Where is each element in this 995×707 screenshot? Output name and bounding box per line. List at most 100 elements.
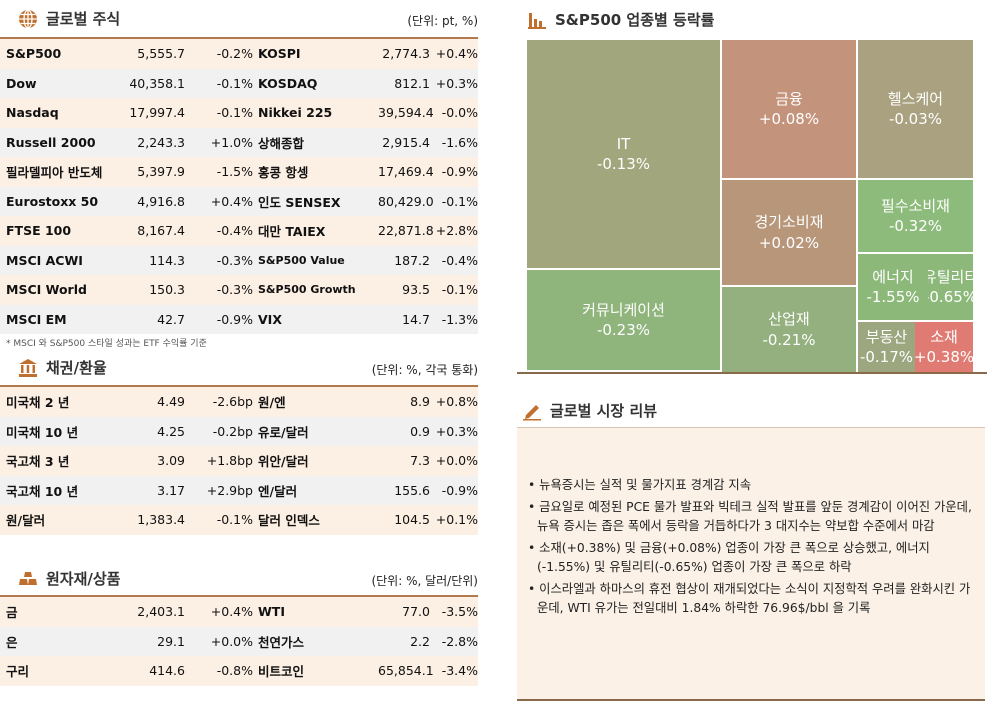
name-cell: KOSDAQ (258, 75, 318, 91)
name-cell: Nikkei 225 (258, 105, 333, 121)
value-cell: 2.2 (410, 633, 430, 649)
review-panel: 뉴욕증시는 실적 및 물가지표 경계감 지속금요일로 예정된 PCE 물가 발표… (517, 427, 985, 701)
value-cell: 1,383.4 (137, 512, 185, 528)
change-cell: +0.0% (435, 453, 478, 469)
stocks-table: S&P500 5,555.7 -0.2% KOSPI 2,774.3 +0.4% Dow 40… (0, 37, 478, 334)
name-cell: Eurostoxx 50 (6, 193, 99, 209)
bonds-title: 채권/환율 (46, 359, 107, 377)
table-row: 필라델피아 반도체 5,397.9 -1.5% 홍콩 항셍 17,469.4 -0.9% (0, 157, 478, 187)
pencil-icon (523, 404, 541, 420)
table-row: 국고채 10 년 3.17 +2.9bp 엔/달러 155.6 -0.9% (0, 475, 478, 505)
name-cell: 국고채 3 년 (6, 454, 70, 470)
change-cell: -2.8% (441, 633, 478, 649)
table-row: Eurostoxx 50 4,916.8 +0.4% 인도 SENSEX 80,429.… (0, 186, 478, 216)
table-row: S&P500 5,555.7 -0.2% KOSPI 2,774.3 +0.4% (0, 39, 478, 69)
commodities-table: 금 2,403.1 +0.4% WTI 77.0 -3.5% 은 29.1 +0.0% 천연가스 2… (0, 595, 478, 686)
treemap-cell: 헬스케어 -0.03% (858, 40, 973, 178)
treemap-cell: 부동산 -0.17% (858, 322, 915, 372)
change-cell: -3.5% (441, 604, 478, 620)
name-cell: 인도 SENSEX (258, 194, 341, 210)
value-cell: 29.1 (157, 633, 185, 649)
sector-name: IT (616, 134, 631, 153)
change-cell: -1.5% (216, 164, 253, 180)
change-cell: -0.3% (216, 252, 253, 268)
review-bullet: 이스라엘과 하마스의 휴전 협상이 재개되었다는 소식이 지정학적 우려를 완화… (527, 580, 975, 617)
change-cell: -0.9% (441, 482, 478, 498)
value-cell: 40,358.1 (129, 75, 185, 91)
value-cell: 2,774.3 (382, 46, 430, 62)
change-cell: +0.8% (435, 394, 478, 410)
value-cell: 80,429.0 (378, 193, 434, 209)
table-row: MSCI EM 42.7 -0.9% VIX 14.7 -1.3% (0, 304, 478, 334)
value-cell: 4.49 (157, 394, 185, 410)
value-cell: 114.3 (149, 252, 185, 268)
sector-name: 산업재 (768, 310, 810, 329)
name-cell: S&P500 Value (258, 253, 345, 267)
bank-icon (19, 358, 37, 377)
name-cell: MSCI EM (6, 311, 67, 327)
table-row: Dow 40,358.1 -0.1% KOSDAQ 812.1 +0.3% (0, 68, 478, 98)
change-cell: +1.0% (210, 134, 253, 150)
table-row: 은 29.1 +0.0% 천연가스 2.2 -2.8% (0, 626, 478, 656)
commodities-unit: (단위: %, 달러/단위) (371, 574, 478, 588)
sector-value: -0.23% (596, 321, 651, 339)
value-cell: 104.5 (394, 512, 430, 528)
change-cell: +1.8bp (206, 453, 253, 469)
change-cell: -0.1% (441, 193, 478, 209)
change-cell: -2.6bp (212, 394, 253, 410)
change-cell: -0.9% (441, 164, 478, 180)
commodities-header: 원자재/상품 (18, 568, 120, 589)
sector-value: -0.13% (596, 155, 651, 173)
name-cell: 대만 TAIEX (258, 224, 326, 240)
sector-value: +0.38% (915, 348, 973, 366)
name-cell: S&P500 Growth (258, 283, 356, 297)
change-cell: +0.4% (210, 604, 253, 620)
value-cell: 39,594.4 (378, 105, 434, 121)
gold-bars-icon (19, 571, 37, 585)
name-cell: 비트코인 (258, 664, 305, 680)
sector-value: -0.65% (928, 288, 973, 306)
sector-name: 경기소비재 (754, 213, 824, 232)
treemap-cell: 소재 +0.38% (915, 322, 973, 372)
name-cell: MSCI World (6, 282, 87, 298)
change-cell: -1.6% (441, 134, 478, 150)
sector-value: +0.02% (758, 233, 820, 252)
name-cell: 국고채 10 년 (6, 483, 79, 499)
value-cell: 5,397.9 (137, 164, 185, 180)
value-cell: 14.7 (402, 311, 430, 327)
table-row: Nasdaq 17,997.4 -0.1% Nikkei 225 39,594.4 -0.… (0, 98, 478, 128)
treemap-cell: 산업재 -0.21% (722, 287, 856, 372)
name-cell: 원/달러 (6, 513, 46, 529)
change-cell: -0.8% (216, 663, 253, 679)
change-cell: +0.4% (435, 46, 478, 62)
table-row: 금 2,403.1 +0.4% WTI 77.0 -3.5% (0, 597, 478, 627)
sector-value: -0.32% (888, 217, 943, 235)
treemap-cell: 커뮤니케이션 -0.23% (527, 270, 720, 370)
name-cell: 미국채 2 년 (6, 395, 70, 411)
review-bullet: 금요일로 예정된 PCE 물가 발표와 빅테크 실적 발표를 앞둔 경계감이 이… (527, 498, 975, 535)
value-cell: 5,555.7 (137, 46, 185, 62)
value-cell: 2,243.3 (137, 134, 185, 150)
sector-treemap: IT -0.13% 커뮤니케이션 -0.23% 금융 +0.08% 헬스케어 -0.03% 경기… (517, 38, 987, 374)
sector-value: -0.17% (859, 348, 914, 366)
name-cell: FTSE 100 (6, 223, 72, 239)
treemap-cell: IT -0.13% (527, 40, 720, 268)
name-cell: 금 (6, 605, 18, 621)
treemap-title: S&P500 업종별 등락률 (555, 11, 715, 29)
review-title: 글로벌 시장 리뷰 (550, 402, 658, 420)
change-cell: +0.0% (210, 633, 253, 649)
treemap-cell: 금융 +0.08% (722, 40, 856, 178)
change-cell: -0.1% (216, 75, 253, 91)
change-cell: -0.2% (216, 46, 253, 62)
value-cell: 187.2 (394, 252, 430, 268)
table-row: FTSE 100 8,167.4 -0.4% 대만 TAIEX 22,871.8 +2.8… (0, 216, 478, 246)
value-cell: 77.0 (402, 604, 430, 620)
treemap-cell: 필수소비재 -0.32% (858, 180, 973, 252)
table-row: MSCI World 150.3 -0.3% S&P500 Growth 93.5 -0.… (0, 275, 478, 305)
value-cell: 2,915.4 (382, 134, 430, 150)
table-row: 원/달러 1,383.4 -0.1% 달러 인덱스 104.5 +0.1% (0, 505, 478, 535)
name-cell: VIX (258, 311, 282, 327)
treemap-header: S&P500 업종별 등락률 (527, 9, 714, 30)
sector-name: 에너지 (872, 267, 914, 286)
change-cell: -3.4% (441, 663, 478, 679)
